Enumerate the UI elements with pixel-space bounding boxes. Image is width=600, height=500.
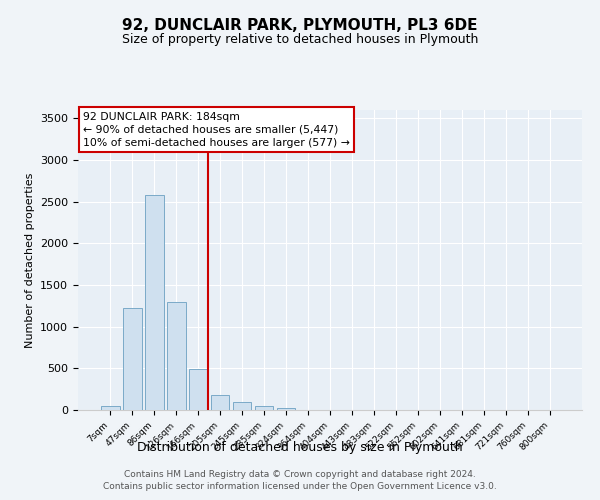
Bar: [255, 406, 274, 410]
Text: 92 DUNCLAIR PARK: 184sqm
← 90% of detached houses are smaller (5,447)
10% of sem: 92 DUNCLAIR PARK: 184sqm ← 90% of detach…: [83, 112, 350, 148]
Bar: [277, 408, 295, 410]
Bar: [233, 402, 251, 410]
Text: Contains public sector information licensed under the Open Government Licence v3: Contains public sector information licen…: [103, 482, 497, 491]
Bar: [101, 406, 119, 410]
Text: Distribution of detached houses by size in Plymouth: Distribution of detached houses by size …: [137, 441, 463, 454]
Text: Contains HM Land Registry data © Crown copyright and database right 2024.: Contains HM Land Registry data © Crown c…: [124, 470, 476, 479]
Bar: [189, 369, 208, 410]
Text: Size of property relative to detached houses in Plymouth: Size of property relative to detached ho…: [122, 32, 478, 46]
Bar: [167, 302, 185, 410]
Bar: [123, 308, 142, 410]
Bar: [211, 394, 229, 410]
Text: 92, DUNCLAIR PARK, PLYMOUTH, PL3 6DE: 92, DUNCLAIR PARK, PLYMOUTH, PL3 6DE: [122, 18, 478, 32]
Bar: [145, 195, 164, 410]
Y-axis label: Number of detached properties: Number of detached properties: [25, 172, 35, 348]
